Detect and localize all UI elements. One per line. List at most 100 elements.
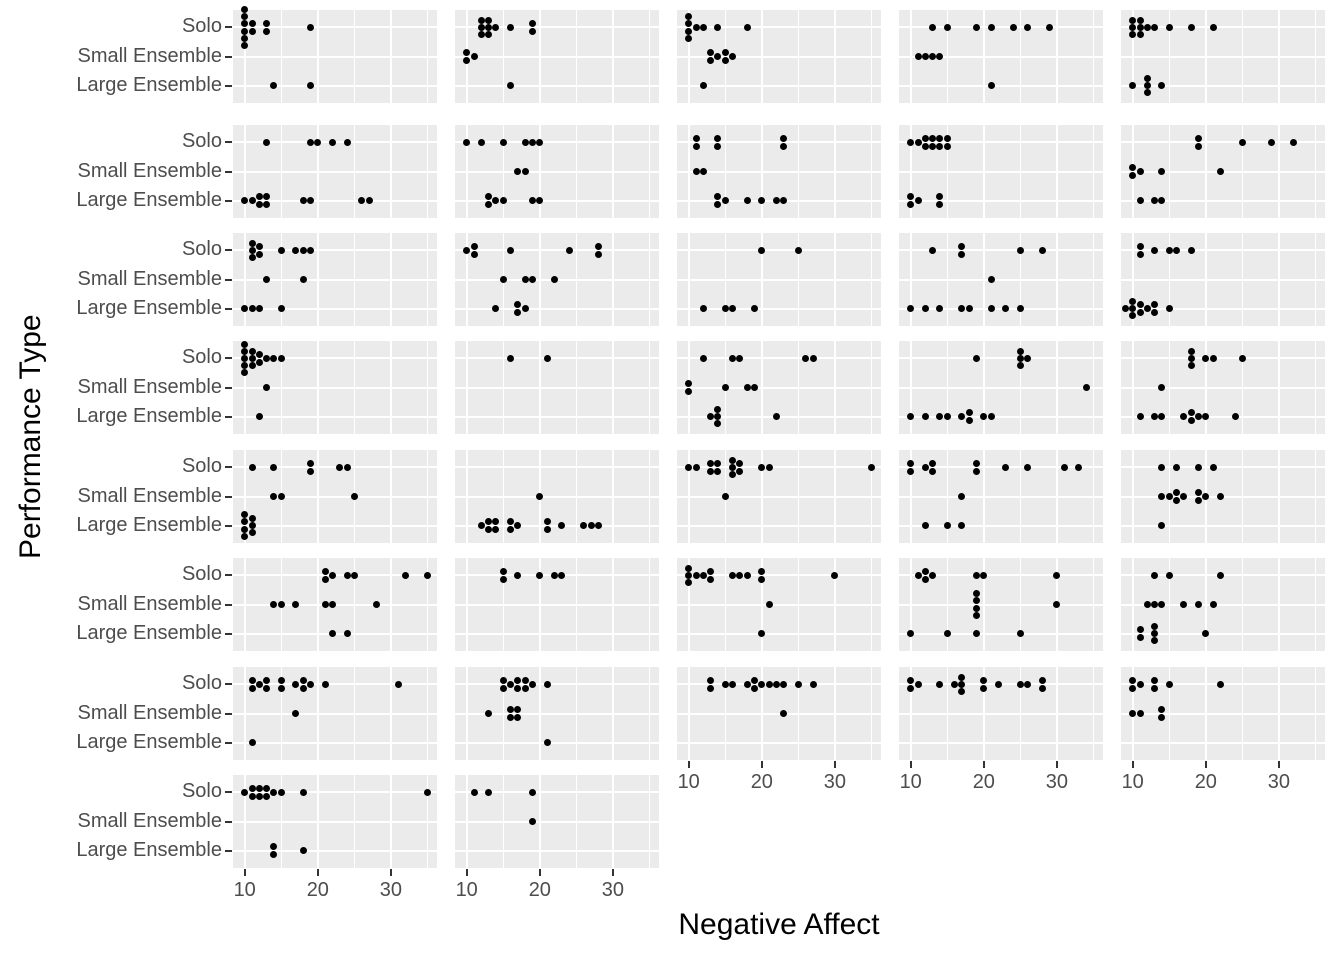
x-axis-tick-mark [316, 869, 319, 876]
data-point [314, 138, 322, 146]
data-point [692, 135, 700, 143]
data-point [307, 138, 314, 146]
data-point [1143, 23, 1151, 31]
data-point [1038, 677, 1046, 685]
grid-major-hline [455, 307, 659, 310]
grid-major-hline [455, 357, 659, 360]
data-point [1129, 684, 1137, 692]
data-point [521, 138, 529, 146]
data-point [765, 680, 773, 688]
data-point [514, 522, 522, 530]
grid-major-hline [233, 712, 437, 715]
data-point [1151, 622, 1159, 630]
data-point [780, 197, 788, 205]
data-point [587, 522, 595, 530]
data-point [914, 571, 922, 579]
data-point [463, 49, 471, 57]
data-point [958, 522, 966, 530]
data-point [292, 680, 300, 688]
grid-major-hline [899, 55, 1103, 58]
data-point [736, 467, 744, 475]
x-axis-tick-mark [1277, 761, 1280, 768]
data-point [543, 525, 551, 533]
data-point [729, 305, 737, 313]
data-point [248, 305, 256, 313]
data-point [1129, 312, 1137, 320]
data-point [943, 23, 951, 31]
data-point [707, 467, 715, 475]
y-axis-tick-mark [225, 278, 232, 281]
data-point [743, 384, 751, 391]
data-point [714, 53, 722, 60]
y-axis-category-label: Large Ensemble [76, 296, 222, 319]
data-point [936, 193, 944, 201]
data-point [358, 197, 366, 205]
y-axis-tick-mark [225, 603, 232, 606]
data-point [973, 467, 980, 475]
data-point [707, 413, 715, 421]
grid-major-hline [1121, 524, 1325, 527]
data-point [943, 142, 951, 150]
data-point [685, 27, 693, 35]
data-point [729, 463, 737, 471]
data-point [758, 463, 766, 471]
data-point [270, 850, 278, 858]
data-point [958, 413, 966, 421]
x-axis-tick-label: 20 [972, 771, 995, 793]
y-axis-category-label: Small Ensemble [77, 159, 222, 182]
data-point [1195, 413, 1202, 421]
data-point [751, 384, 758, 391]
data-point [721, 680, 729, 688]
facet-panel [1121, 233, 1325, 326]
data-point [1016, 680, 1024, 688]
data-point [485, 16, 493, 24]
grid-major-hline [233, 26, 437, 29]
data-point [1290, 138, 1298, 146]
facet-panel [677, 125, 881, 218]
data-point [507, 525, 515, 533]
x-axis-tick-label: 30 [1267, 771, 1291, 793]
data-point [958, 680, 966, 688]
data-point [1209, 601, 1217, 608]
grid-major-hline [899, 415, 1103, 418]
data-point [958, 688, 966, 696]
facet-panel [233, 775, 437, 868]
data-point [699, 354, 707, 362]
grid-major-hline [233, 849, 437, 852]
data-point [987, 305, 995, 313]
data-point [255, 305, 263, 313]
data-point [973, 571, 980, 579]
grid-major-hline [233, 741, 437, 744]
y-axis-category-label: Solo [181, 672, 222, 695]
data-point [558, 522, 566, 530]
data-point [936, 305, 944, 313]
data-point [1151, 630, 1159, 638]
data-point [241, 525, 249, 533]
data-point [943, 630, 951, 638]
data-point [736, 571, 744, 579]
grid-major-hline [677, 55, 881, 58]
data-point [707, 56, 715, 64]
data-point [721, 493, 729, 500]
data-point [350, 493, 358, 500]
grid-major-hline [899, 603, 1103, 606]
data-point [921, 142, 929, 150]
data-point [936, 680, 944, 688]
data-point [994, 680, 1002, 688]
data-point [255, 250, 263, 258]
grid-major-hline [455, 84, 659, 87]
data-point [248, 529, 256, 537]
data-point [758, 630, 766, 638]
data-point [277, 684, 285, 692]
data-point [743, 680, 751, 688]
data-point [921, 463, 929, 471]
y-axis-category-label: Small Ensemble [77, 809, 222, 832]
facet-panel [1121, 125, 1325, 218]
data-point [514, 168, 522, 175]
data-point [980, 571, 988, 579]
data-point [794, 680, 802, 688]
grid-major-hline [677, 712, 881, 715]
data-point [809, 354, 817, 362]
data-point [721, 197, 729, 205]
